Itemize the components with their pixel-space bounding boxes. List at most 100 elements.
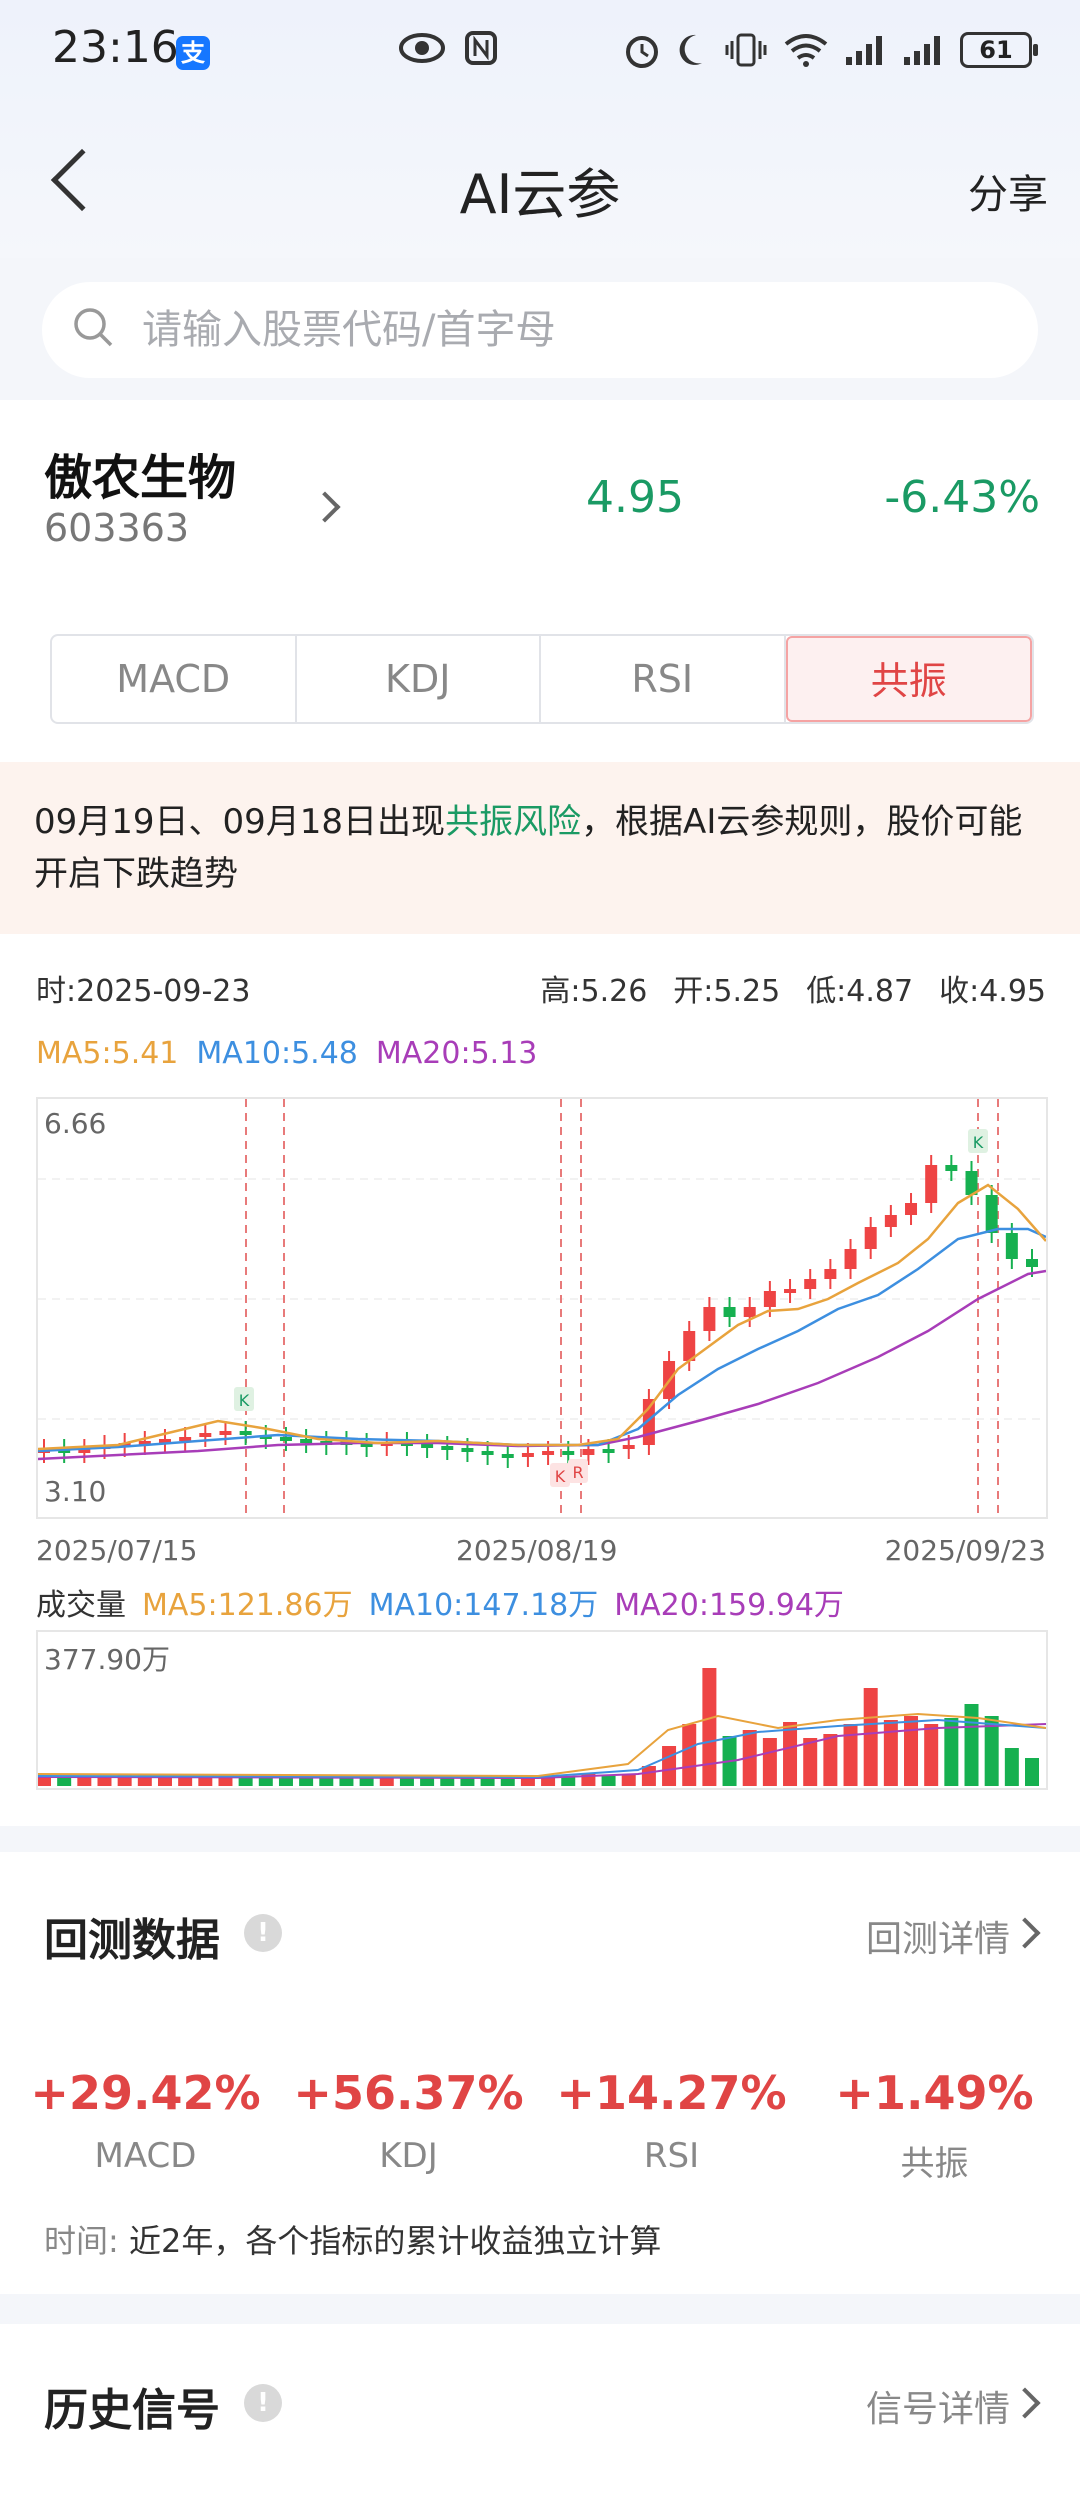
volume-bar <box>238 1778 253 1786</box>
signal-marker-bg <box>568 1459 588 1483</box>
share-button[interactable]: 分享 <box>968 172 1048 218</box>
candle <box>501 1454 514 1458</box>
backtest-detail-link[interactable]: 回测详情 <box>865 1919 1010 1960</box>
volume-bar <box>641 1766 656 1786</box>
backtest-note-value: 近2年，各个指标的累计收益独立计算 <box>128 2222 662 2260</box>
candle <box>723 1307 736 1317</box>
backtest-item[interactable]: +29.42% MACD <box>21 2066 271 2185</box>
tab-resonance[interactable]: 共振 <box>785 636 1032 722</box>
signal-alert: 09月19日、09月18日出现共振风险，根据AI云参规则，股价可能开启下跌趋势 <box>0 762 1080 934</box>
volume-bar <box>541 1776 556 1786</box>
candle <box>138 1441 151 1445</box>
quote-low: 低:4.87 <box>806 974 914 1009</box>
nfc-icon <box>465 31 497 65</box>
history-title: 历史信号 <box>44 2385 220 2436</box>
volume-bar <box>601 1776 616 1786</box>
vibrate-icon <box>725 33 767 67</box>
volume-bar <box>984 1716 999 1786</box>
volume-title: 成交量 <box>36 1588 126 1623</box>
volume-bar <box>379 1777 394 1786</box>
stock-code: 603363 <box>44 506 190 550</box>
candle <box>784 1289 797 1293</box>
volume-bar <box>278 1777 293 1786</box>
volume-bar <box>157 1776 172 1786</box>
top-bar: 23:16 支 61 AI云参 分享 <box>0 0 1080 258</box>
candle <box>78 1449 91 1453</box>
volume-bar <box>863 1688 878 1786</box>
volume-bar <box>762 1738 777 1786</box>
candle <box>683 1331 696 1361</box>
alert-highlight: 共振风险 <box>445 802 582 842</box>
backtest-item[interactable]: +56.37% KDJ <box>284 2066 534 2185</box>
candlestick-svg: KK RK <box>37 1099 1047 1517</box>
volume-bar <box>319 1778 334 1786</box>
volume-bar <box>359 1778 374 1786</box>
vol-ma10-label: MA10:147.18万 <box>368 1588 599 1623</box>
wifi-icon <box>784 34 828 67</box>
quote-time: 时:2025-09-23 <box>36 974 251 1009</box>
candle <box>300 1439 313 1443</box>
stock-change: -6.43% <box>884 472 1040 523</box>
signal-marker-bg <box>968 1129 988 1153</box>
tab-macd[interactable]: MACD <box>52 636 297 722</box>
stock-name[interactable]: 傲农生物 <box>44 450 237 506</box>
candle <box>360 1443 373 1447</box>
backtest-item[interactable]: +1.49% 共振 <box>810 2066 1060 2185</box>
search-section <box>0 258 1080 400</box>
info-icon[interactable]: ! <box>244 2384 282 2422</box>
backtest-label: MACD <box>94 2136 197 2176</box>
quote-high: 高:5.26 <box>540 974 648 1009</box>
candle <box>703 1307 716 1331</box>
candle <box>763 1291 776 1307</box>
vol-ma5-label: MA5:121.86万 <box>142 1588 353 1623</box>
volume-chart[interactable]: 377.90万 <box>36 1630 1048 1790</box>
candle <box>441 1446 454 1450</box>
history-detail-link[interactable]: 信号详情 <box>865 2389 1010 2430</box>
tab-rsi[interactable]: RSI <box>541 636 786 722</box>
candle <box>985 1195 998 1233</box>
moon-icon <box>679 34 702 65</box>
candle <box>542 1451 555 1455</box>
signal-marker-bg <box>550 1463 570 1487</box>
candle <box>199 1433 212 1437</box>
backtest-item[interactable]: +14.27% RSI <box>547 2066 797 2185</box>
vol-ma10-line <box>37 1718 1047 1779</box>
volume-bar <box>561 1776 576 1786</box>
volume-bar <box>420 1778 435 1786</box>
search-input[interactable] <box>142 302 1002 358</box>
x-label-start: 2025/07/15 <box>36 1534 198 1567</box>
y-min-label: 3.10 <box>44 1475 107 1508</box>
candle <box>1005 1233 1018 1259</box>
candle <box>461 1448 474 1452</box>
status-time: 23:16 <box>52 22 179 73</box>
signal-markers: KK RK <box>234 1129 988 1487</box>
candle <box>582 1449 595 1455</box>
volume-bar <box>1004 1748 1019 1786</box>
ma20-line <box>37 1269 1047 1461</box>
tab-kdj[interactable]: KDJ <box>297 636 541 722</box>
backtest-title: 回测数据 <box>44 1915 220 1966</box>
ma-legend: MA5:5.41 MA10:5.48 MA20:5.13 <box>36 1036 537 1071</box>
backtest-value: +14.27% <box>556 2066 787 2120</box>
search-bar[interactable] <box>42 282 1038 378</box>
candle <box>864 1227 877 1249</box>
volume-bar <box>904 1716 919 1786</box>
battery-indicator: 61 <box>960 32 1038 68</box>
volume-bar <box>399 1778 414 1786</box>
backtest-results: +29.42% MACD +56.37% KDJ +14.27% RSI +1.… <box>0 2066 1080 2185</box>
alipay-icon: 支 <box>176 36 210 70</box>
backtest-value: +56.37% <box>293 2066 524 2120</box>
history-card <box>0 2324 1080 2504</box>
indicator-tabs: MACD KDJ RSI 共振 <box>50 634 1034 724</box>
info-icon[interactable]: ! <box>244 1914 282 1952</box>
candle <box>118 1443 131 1447</box>
chevron-right-icon[interactable] <box>309 491 341 523</box>
volume-bar <box>97 1776 112 1786</box>
volume-bar <box>682 1724 697 1786</box>
alert-prefix: 09月19日、09月18日出现 <box>34 802 446 842</box>
signal-windows <box>245 1099 999 1517</box>
volume-bar <box>57 1778 72 1786</box>
volume-bar <box>823 1734 838 1786</box>
volume-bar <box>843 1724 858 1786</box>
